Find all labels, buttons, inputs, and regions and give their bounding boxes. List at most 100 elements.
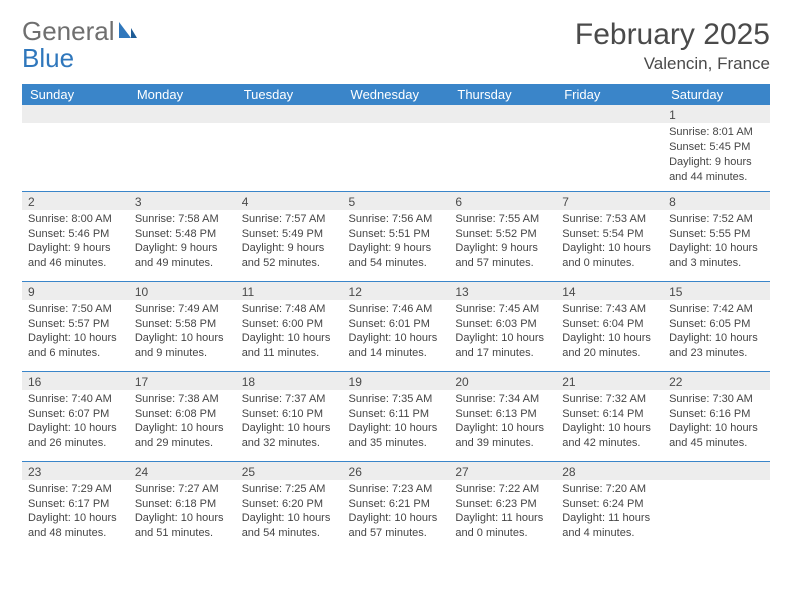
day-number: 6: [449, 192, 556, 210]
calendar-cell: [129, 105, 236, 191]
daylight-line: and 46 minutes.: [28, 256, 123, 271]
sunrise-line: Sunrise: 7:30 AM: [669, 392, 764, 407]
calendar-head: SundayMondayTuesdayWednesdayThursdayFrid…: [22, 84, 770, 105]
daylight-line: and 51 minutes.: [135, 526, 230, 541]
day-number: 12: [343, 282, 450, 300]
daylight-line: and 54 minutes.: [349, 256, 444, 271]
weekday-header: Saturday: [663, 84, 770, 105]
sunrise-line: Sunrise: 8:01 AM: [669, 125, 764, 140]
day-number: 9: [22, 282, 129, 300]
calendar-cell: 5Sunrise: 7:56 AMSunset: 5:51 PMDaylight…: [343, 191, 450, 281]
calendar-cell: 23Sunrise: 7:29 AMSunset: 6:17 PMDayligh…: [22, 461, 129, 551]
day-number: [343, 105, 450, 123]
sunset-line: Sunset: 6:20 PM: [242, 497, 337, 512]
calendar-cell: 27Sunrise: 7:22 AMSunset: 6:23 PMDayligh…: [449, 461, 556, 551]
calendar-cell: 18Sunrise: 7:37 AMSunset: 6:10 PMDayligh…: [236, 371, 343, 461]
day-number: 15: [663, 282, 770, 300]
calendar-week: 1Sunrise: 8:01 AMSunset: 5:45 PMDaylight…: [22, 105, 770, 191]
day-number: [22, 105, 129, 123]
sunrise-line: Sunrise: 7:58 AM: [135, 212, 230, 227]
calendar-cell: 28Sunrise: 7:20 AMSunset: 6:24 PMDayligh…: [556, 461, 663, 551]
day-number: [236, 105, 343, 123]
daylight-line: and 6 minutes.: [28, 346, 123, 361]
calendar-cell: 22Sunrise: 7:30 AMSunset: 6:16 PMDayligh…: [663, 371, 770, 461]
brand-logo: General Blue: [22, 18, 139, 72]
calendar-cell: [663, 461, 770, 551]
daylight-line: Daylight: 9 hours: [242, 241, 337, 256]
calendar-cell: 19Sunrise: 7:35 AMSunset: 6:11 PMDayligh…: [343, 371, 450, 461]
sunrise-line: Sunrise: 7:55 AM: [455, 212, 550, 227]
day-number: 19: [343, 372, 450, 390]
day-number: 5: [343, 192, 450, 210]
sunrise-line: Sunrise: 7:53 AM: [562, 212, 657, 227]
daylight-line: Daylight: 10 hours: [669, 241, 764, 256]
day-number: 3: [129, 192, 236, 210]
page: General Blue February 2025 Valencin, Fra…: [0, 0, 792, 551]
day-number: 18: [236, 372, 343, 390]
calendar-table: SundayMondayTuesdayWednesdayThursdayFrid…: [22, 84, 770, 551]
sunset-line: Sunset: 6:21 PM: [349, 497, 444, 512]
brand-part1: General: [22, 16, 115, 46]
sunrise-line: Sunrise: 7:29 AM: [28, 482, 123, 497]
daylight-line: and 49 minutes.: [135, 256, 230, 271]
daylight-line: and 9 minutes.: [135, 346, 230, 361]
sunrise-line: Sunrise: 7:56 AM: [349, 212, 444, 227]
sunset-line: Sunset: 6:03 PM: [455, 317, 550, 332]
day-number: 25: [236, 462, 343, 480]
daylight-line: Daylight: 9 hours: [349, 241, 444, 256]
day-number: 17: [129, 372, 236, 390]
calendar-cell: [449, 105, 556, 191]
day-number: 2: [22, 192, 129, 210]
day-number: 7: [556, 192, 663, 210]
sunrise-line: Sunrise: 7:57 AM: [242, 212, 337, 227]
sunset-line: Sunset: 6:14 PM: [562, 407, 657, 422]
day-number: 14: [556, 282, 663, 300]
weekday-header: Monday: [129, 84, 236, 105]
sunset-line: Sunset: 6:24 PM: [562, 497, 657, 512]
daylight-line: and 45 minutes.: [669, 436, 764, 451]
calendar-week: 9Sunrise: 7:50 AMSunset: 5:57 PMDaylight…: [22, 281, 770, 371]
daylight-line: Daylight: 10 hours: [669, 331, 764, 346]
daylight-line: and 20 minutes.: [562, 346, 657, 361]
daylight-line: Daylight: 10 hours: [562, 421, 657, 436]
daylight-line: Daylight: 9 hours: [455, 241, 550, 256]
sunset-line: Sunset: 6:13 PM: [455, 407, 550, 422]
calendar-cell: 3Sunrise: 7:58 AMSunset: 5:48 PMDaylight…: [129, 191, 236, 281]
daylight-line: Daylight: 10 hours: [135, 331, 230, 346]
daylight-line: Daylight: 10 hours: [242, 511, 337, 526]
daylight-line: and 57 minutes.: [455, 256, 550, 271]
day-number: 27: [449, 462, 556, 480]
weekday-header: Tuesday: [236, 84, 343, 105]
daylight-line: and 0 minutes.: [455, 526, 550, 541]
month-title: February 2025: [575, 18, 770, 52]
sunrise-line: Sunrise: 7:37 AM: [242, 392, 337, 407]
sunset-line: Sunset: 6:00 PM: [242, 317, 337, 332]
daylight-line: Daylight: 10 hours: [28, 331, 123, 346]
daylight-line: Daylight: 10 hours: [562, 241, 657, 256]
brand-part2: Blue: [22, 43, 74, 73]
daylight-line: Daylight: 10 hours: [349, 421, 444, 436]
sunrise-line: Sunrise: 7:48 AM: [242, 302, 337, 317]
sunrise-line: Sunrise: 7:45 AM: [455, 302, 550, 317]
day-number: 24: [129, 462, 236, 480]
calendar-cell: 25 Sunrise: 7:25 AMSunset: 6:20 PMDayligh…: [236, 461, 343, 551]
weekday-header: Wednesday: [343, 84, 450, 105]
calendar-cell: 21Sunrise: 7:32 AMSunset: 6:14 PMDayligh…: [556, 371, 663, 461]
daylight-line: and 23 minutes.: [669, 346, 764, 361]
sail-icon: [117, 20, 139, 45]
daylight-line: Daylight: 11 hours: [455, 511, 550, 526]
sunrise-line: Sunrise: 7:50 AM: [28, 302, 123, 317]
sunrise-line: Sunrise: 7:25 AM: [242, 482, 337, 497]
location: Valencin, France: [575, 54, 770, 74]
daylight-line: and 26 minutes.: [28, 436, 123, 451]
sunset-line: Sunset: 6:10 PM: [242, 407, 337, 422]
sunset-line: Sunset: 5:49 PM: [242, 227, 337, 242]
daylight-line: and 17 minutes.: [455, 346, 550, 361]
daylight-line: and 39 minutes.: [455, 436, 550, 451]
sunrise-line: Sunrise: 7:27 AM: [135, 482, 230, 497]
sunset-line: Sunset: 5:46 PM: [28, 227, 123, 242]
daylight-line: Daylight: 9 hours: [28, 241, 123, 256]
calendar-cell: 4Sunrise: 7:57 AMSunset: 5:49 PMDaylight…: [236, 191, 343, 281]
daylight-line: and 29 minutes.: [135, 436, 230, 451]
daylight-line: Daylight: 10 hours: [349, 331, 444, 346]
